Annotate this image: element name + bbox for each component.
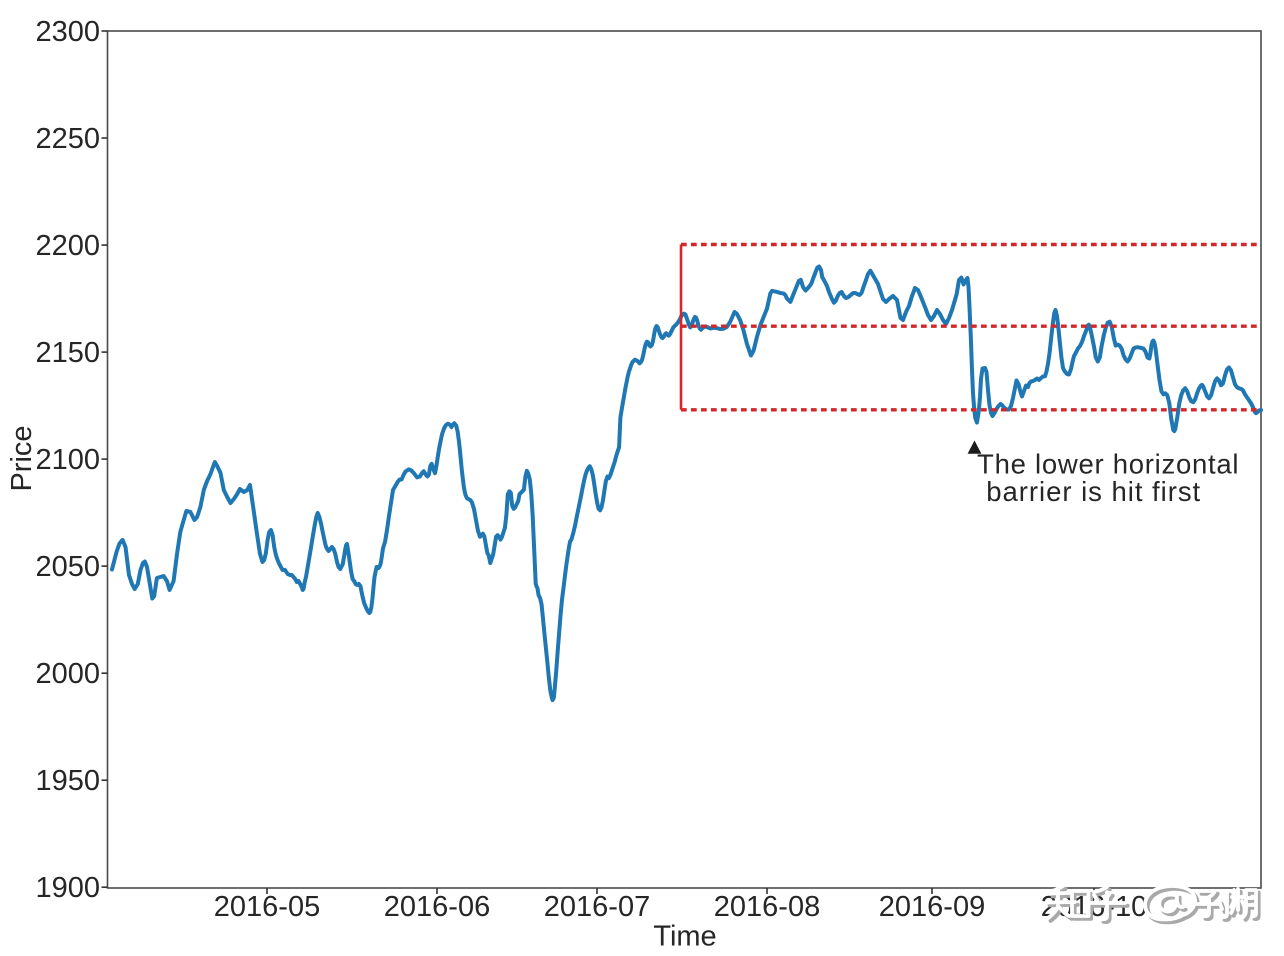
svg-text:Price: Price xyxy=(6,425,38,491)
svg-text:1950: 1950 xyxy=(35,765,100,797)
svg-text:2100: 2100 xyxy=(35,444,100,476)
svg-text:2200: 2200 xyxy=(35,230,100,262)
svg-text:2016-09: 2016-09 xyxy=(879,891,985,923)
svg-text:Time: Time xyxy=(653,920,716,952)
svg-text:2016-06: 2016-06 xyxy=(384,891,490,923)
svg-text:2016-08: 2016-08 xyxy=(714,891,820,923)
svg-text:barrier is hit first: barrier is hit first xyxy=(986,476,1200,507)
svg-text:2300: 2300 xyxy=(35,16,100,48)
svg-text:2000: 2000 xyxy=(35,658,100,690)
svg-text:The lower horizontal: The lower horizontal xyxy=(977,449,1239,480)
svg-text:2016-05: 2016-05 xyxy=(214,891,320,923)
svg-text:2016-07: 2016-07 xyxy=(544,891,650,923)
svg-text:2150: 2150 xyxy=(35,337,100,369)
svg-text:2250: 2250 xyxy=(35,123,100,155)
svg-text:2050: 2050 xyxy=(35,551,100,583)
svg-text:1900: 1900 xyxy=(35,872,100,904)
